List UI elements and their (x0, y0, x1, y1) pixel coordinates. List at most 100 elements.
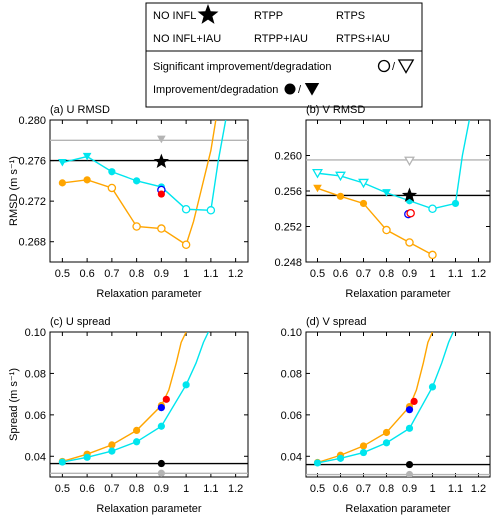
panel-1: (b) V RMSD 0.5 0.6 0.7 0.8 0.9 1 1.1 1.2 0.248 0.2… (274, 104, 491, 300)
data-point-rtps-iau (58, 458, 66, 466)
y-tick-label: 0.06 (25, 410, 46, 422)
legend-slash: / (298, 84, 302, 96)
point-rtpp (162, 395, 170, 403)
series-line-rtpp-iau (317, 332, 434, 464)
legend-label-rtpp-iau: RTPP+IAU (254, 33, 308, 45)
x-tick-label: 0.5 (55, 268, 70, 280)
data-point-rtpp-iau (336, 192, 345, 200)
x-tick-label: 1.2 (471, 268, 486, 280)
data-point-rtpp-iau (382, 225, 391, 235)
point-no-infl (157, 459, 165, 468)
data-point-rtpp-iau (359, 442, 368, 450)
plot-area (50, 120, 248, 250)
x-tick-label: 1.1 (203, 268, 218, 280)
legend-significant-circle (377, 59, 391, 73)
data-point-rtpp-iau (313, 184, 322, 193)
x-tick-label: 1 (183, 268, 189, 280)
y-tick-label: 0.256 (274, 186, 302, 198)
panel-title: (a) U RMSD (50, 104, 110, 116)
data-point-rtps-iau (58, 159, 67, 167)
x-axis-label: Relaxation parameter (345, 288, 451, 300)
x-tick-label: 1 (429, 483, 435, 495)
plot-area (50, 332, 248, 477)
data-point-rtpp-iau (428, 250, 437, 260)
y-tick-label: 0.10 (25, 327, 46, 339)
x-tick-label: 0.5 (55, 483, 70, 495)
x-tick-label: 0.6 (79, 268, 94, 280)
point-no-infl-iau (404, 156, 415, 167)
y-tick-label: 0.10 (281, 327, 302, 339)
panels: (a) U RMSD 0.5 0.6 0.7 0.8 0.9 1 1.1 1.2 0.268 0.2… (8, 104, 491, 515)
data-point-rtps-iau (206, 206, 216, 215)
y-tick-label: 0.04 (281, 451, 302, 463)
x-tick-label: 0.8 (379, 483, 394, 495)
panel-2: (c) U spread 0.5 0.6 0.7 0.8 0.9 1 1.1 1.2 0.04 0.… (8, 316, 249, 515)
data-point-rtpp-iau (157, 224, 166, 233)
panel-3: (d) V spread 0.5 0.6 0.7 0.8 0.9 1 1.1 1.2 0.04 0.… (281, 316, 491, 515)
data-point-rtps-iau (405, 424, 414, 432)
point-rtpp (406, 208, 415, 218)
legend-label-no-infl-iau: NO INFL+IAU (153, 33, 221, 45)
plot-frame (49, 119, 249, 263)
legend-improvement-triangle (304, 83, 320, 96)
y-tick-label: 0.272 (18, 196, 46, 208)
plot-area (306, 120, 490, 260)
y-axis-label: RMSD (m s⁻¹) (8, 156, 20, 226)
y-axis-label: Spread (m s⁻¹) (8, 368, 20, 441)
legend-box (145, 2, 423, 108)
data-point-rtps-iau (313, 459, 322, 467)
x-tick-label: 0.9 (154, 483, 169, 495)
x-tick-label: 0.7 (356, 268, 371, 280)
point-no-infl (405, 460, 414, 469)
legend-improvement-circle (284, 83, 296, 95)
point-rtps (405, 406, 414, 414)
data-point-rtpp-iau (83, 176, 91, 184)
data-point-rtps-iau (182, 381, 190, 389)
data-point-rtps-iau (428, 383, 437, 391)
data-point-rtps-iau (108, 447, 116, 455)
plot-frame (305, 119, 491, 263)
y-tick-label: 0.08 (281, 368, 302, 380)
x-tick-label: 1.1 (448, 268, 463, 280)
data-point-rtps-iau (428, 204, 437, 213)
x-tick-label: 0.7 (356, 483, 371, 495)
x-tick-label: 1.1 (203, 483, 218, 495)
point-no-infl-iau (157, 469, 165, 477)
legend-significant-triangle (397, 59, 415, 74)
data-point-rtps-iau (336, 454, 345, 462)
x-tick-label: 1 (183, 483, 189, 495)
x-tick-label: 0.7 (104, 483, 119, 495)
x-tick-label: 0.9 (154, 268, 169, 280)
legend-marker-no-infl (197, 4, 219, 24)
x-tick-label: 0.6 (333, 268, 348, 280)
y-tick-label: 0.252 (274, 222, 302, 234)
data-point-rtps-iau (382, 189, 391, 197)
y-tick-label: 0.06 (281, 410, 302, 422)
point-no-infl (153, 153, 169, 169)
legend-label-no-infl: NO INFL (153, 10, 196, 22)
x-tick-label: 0.6 (79, 483, 94, 495)
x-tick-label: 0.9 (402, 268, 417, 280)
x-tick-label: 1.2 (228, 483, 243, 495)
plot-frame (305, 331, 491, 478)
data-point-rtpp-iau (405, 238, 414, 247)
y-tick-label: 0.268 (18, 237, 46, 249)
panel-title: (b) V RMSD (306, 104, 365, 116)
legend-label-rtps: RTPS (336, 10, 365, 22)
data-point-rtpp-iau (107, 183, 117, 193)
x-axis-label: Relaxation parameter (96, 503, 202, 515)
x-tick-label: 1 (429, 268, 435, 280)
x-tick-label: 0.8 (129, 268, 144, 280)
x-tick-label: 0.8 (379, 268, 394, 280)
data-point-rtps-iau (133, 177, 141, 185)
x-tick-label: 0.5 (310, 483, 325, 495)
x-tick-label: 1.2 (471, 483, 486, 495)
data-point-rtpp-iau (359, 199, 368, 208)
x-tick-label: 0.7 (104, 268, 119, 280)
x-tick-label: 0.6 (333, 483, 348, 495)
data-point-rtps-iau (181, 205, 191, 214)
point-no-infl (401, 187, 418, 202)
panel-0: (a) U RMSD 0.5 0.6 0.7 0.8 0.9 1 1.1 1.2 0.268 0.2… (8, 104, 249, 300)
data-point-rtpp-iau (132, 222, 141, 231)
x-tick-label: 1.1 (448, 483, 463, 495)
